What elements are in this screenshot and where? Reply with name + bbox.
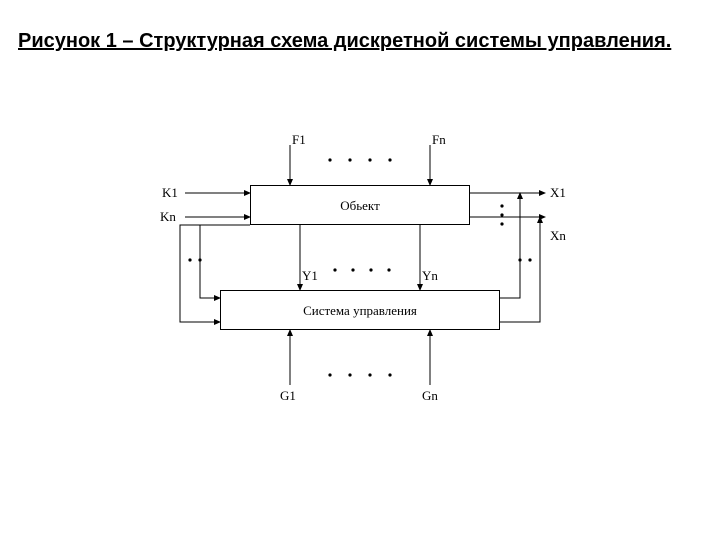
ellipsis-dot <box>348 158 351 161</box>
fb-left-1 <box>200 225 250 298</box>
ellipsis-dot <box>333 268 336 271</box>
ellipsis-dot <box>388 373 391 376</box>
label-Yn: Yn <box>422 268 438 284</box>
figure-title: Рисунок 1 – Структурная схема дискретной… <box>18 30 671 53</box>
ellipsis-dot <box>528 258 531 261</box>
ellipsis-dot <box>368 158 371 161</box>
ellipsis-dot <box>518 258 521 261</box>
fb-right-1 <box>500 193 520 298</box>
label-X1: X1 <box>550 185 566 201</box>
label-Kn: Kn <box>160 209 176 225</box>
label-K1: K1 <box>162 185 178 201</box>
block-object-label: Обьект <box>340 198 380 213</box>
ellipsis-dot <box>348 373 351 376</box>
block-object: Обьект <box>250 185 470 225</box>
ellipsis-dot <box>328 158 331 161</box>
label-Xn: Xn <box>550 228 566 244</box>
ellipsis-dot <box>500 204 503 207</box>
label-F1: F1 <box>292 132 306 148</box>
ellipsis-dot <box>388 158 391 161</box>
label-Gn: Gn <box>422 388 438 404</box>
ellipsis-dot <box>369 268 372 271</box>
block-control-label: Система управления <box>303 303 417 318</box>
ellipsis-dot <box>500 213 503 216</box>
ellipsis-dot <box>328 373 331 376</box>
diagram-svg <box>140 130 580 430</box>
label-Y1: Y1 <box>302 268 318 284</box>
ellipsis-dot <box>387 268 390 271</box>
ellipsis-dot <box>500 222 503 225</box>
ellipsis-dot <box>188 258 191 261</box>
ellipsis-dot <box>368 373 371 376</box>
label-G1: G1 <box>280 388 296 404</box>
ellipsis-dot <box>198 258 201 261</box>
block-diagram: Обьект Система управления F1 Fn K1 Kn X1 Xn Y1… <box>140 130 580 430</box>
block-control-system: Система управления <box>220 290 500 330</box>
label-Fn: Fn <box>432 132 446 148</box>
ellipsis-dot <box>351 268 354 271</box>
